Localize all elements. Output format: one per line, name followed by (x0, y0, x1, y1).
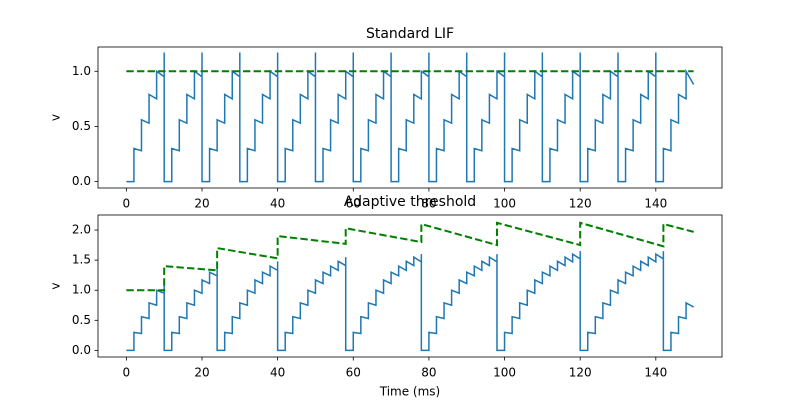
y-tick-label: 1.0 (72, 283, 91, 297)
y-tick-label: 0.0 (72, 174, 91, 188)
y-tick-label: 1.5 (72, 253, 91, 267)
x-tick-label: 80 (421, 366, 436, 380)
y-tick-label: 0.5 (72, 119, 91, 133)
x-tick-label: 140 (644, 366, 667, 380)
y-tick-label: 1.0 (72, 64, 91, 78)
axes-frame (97, 214, 723, 358)
axes-frame (97, 46, 723, 189)
x-tick-label: 120 (569, 197, 592, 211)
x-tick-label: 0 (123, 366, 131, 380)
y-tick-label: 2.0 (72, 223, 91, 237)
line-series (126, 221, 694, 292)
line-series (126, 52, 695, 183)
x-tick-label: 20 (194, 197, 209, 211)
y-axis-label: v (49, 114, 63, 121)
x-tick-label: 100 (493, 366, 516, 380)
x-tick-label: 140 (644, 197, 667, 211)
x-tick-label: 20 (194, 366, 209, 380)
chart-title: Adaptive threshold (344, 194, 476, 210)
x-tick-label: 60 (346, 366, 361, 380)
chart-title: Standard LIF (366, 26, 454, 42)
x-tick-label: 60 (346, 197, 361, 211)
plot-area (126, 221, 695, 352)
line-series (126, 251, 695, 352)
x-axis-label: Time (ms) (379, 385, 441, 399)
x-tick-label: 120 (569, 366, 592, 380)
x-tick-label: 80 (421, 197, 436, 211)
x-tick-label: 100 (493, 197, 516, 211)
plot-area (126, 52, 695, 183)
y-tick-label: 0.0 (72, 343, 91, 357)
y-axis-label: v (49, 282, 63, 289)
x-tick-label: 40 (270, 366, 285, 380)
x-tick-label: 40 (270, 197, 285, 211)
y-tick-label: 0.5 (72, 313, 91, 327)
x-tick-label: 0 (123, 197, 131, 211)
